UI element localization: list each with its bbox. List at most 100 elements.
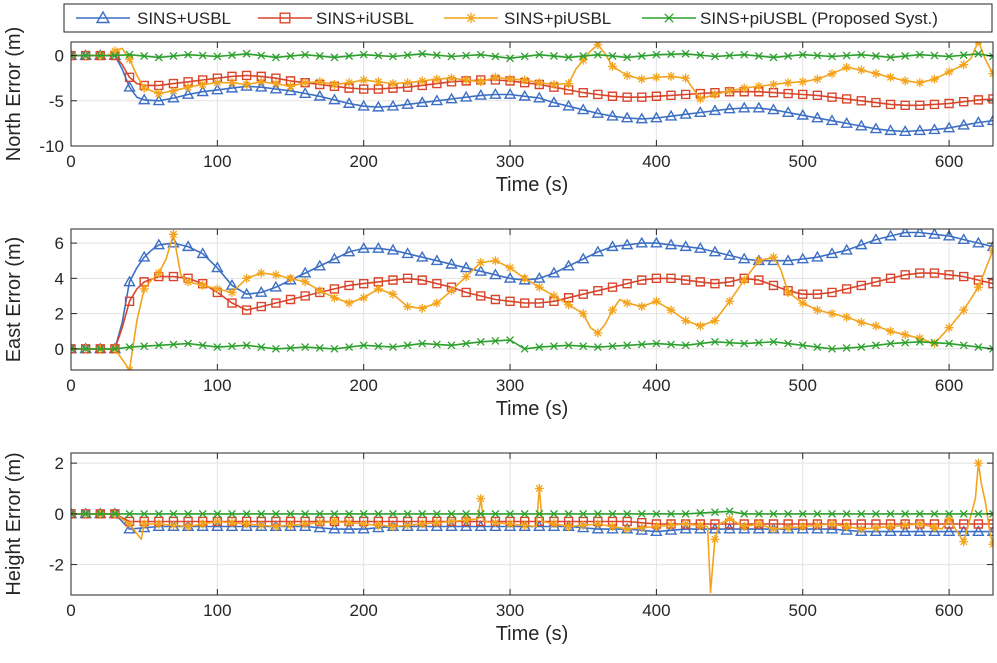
data-point <box>871 321 880 330</box>
x-tick-label: 200 <box>350 601 378 620</box>
data-point <box>257 269 266 278</box>
data-point <box>286 274 295 283</box>
data-point <box>769 525 778 534</box>
data-point <box>110 47 119 56</box>
axes-frame <box>71 42 993 146</box>
data-point <box>828 69 837 78</box>
data-point <box>959 537 968 546</box>
data-point <box>301 520 310 529</box>
data-point <box>388 522 397 531</box>
data-point <box>549 291 558 300</box>
data-point <box>388 290 397 299</box>
data-point <box>901 330 910 339</box>
data-point <box>169 230 178 239</box>
data-point <box>857 66 866 75</box>
asterisk-icon <box>466 13 477 24</box>
y-tick-label: -10 <box>39 137 64 156</box>
series-markers-4 <box>68 337 997 353</box>
data-point <box>915 520 924 529</box>
plot-area <box>66 228 997 375</box>
data-point <box>681 520 690 529</box>
data-point <box>974 459 983 468</box>
data-point <box>345 518 354 527</box>
data-point <box>154 89 163 98</box>
data-point <box>359 293 368 302</box>
data-point <box>930 75 939 84</box>
x-tick-label: 0 <box>66 152 75 171</box>
x-tick-label: 200 <box>350 152 378 171</box>
data-point <box>535 484 544 493</box>
data-point <box>315 518 324 527</box>
data-point <box>345 78 354 87</box>
plot-area <box>66 459 997 593</box>
y-tick-label: -5 <box>49 92 64 111</box>
data-point <box>227 518 236 527</box>
data-point <box>359 520 368 529</box>
series-markers-2 <box>67 510 997 528</box>
y-tick-label: -2 <box>49 556 64 575</box>
y-tick-label: 0 <box>55 505 64 524</box>
data-point <box>623 299 632 308</box>
data-point <box>403 78 412 87</box>
data-point <box>286 82 295 91</box>
data-point <box>242 520 251 529</box>
series-line-1 <box>71 56 993 132</box>
x-tick-label: 300 <box>496 376 524 395</box>
data-point <box>886 327 895 336</box>
data-point <box>652 297 661 306</box>
data-point <box>403 302 412 311</box>
y-tick-label: 2 <box>55 305 64 324</box>
data-point <box>476 77 485 86</box>
data-point <box>506 75 515 84</box>
x-axis-label: Time (s) <box>496 398 569 420</box>
data-point <box>359 75 368 84</box>
x-tick-label: 100 <box>203 601 231 620</box>
data-point <box>257 77 266 86</box>
legend-label: SINS+piUSBL (Proposed Syst.) <box>700 9 938 28</box>
data-point <box>710 535 719 544</box>
data-point <box>184 522 193 531</box>
data-point <box>476 494 485 503</box>
x-tick-label: 100 <box>203 376 231 395</box>
data-point <box>462 272 471 281</box>
data-point <box>242 274 251 283</box>
data-point <box>901 76 910 85</box>
y-tick-label: 0 <box>55 47 64 66</box>
data-point <box>579 309 588 318</box>
data-point <box>491 73 500 82</box>
data-point <box>388 79 397 88</box>
data-point <box>432 75 441 84</box>
data-point <box>608 62 617 71</box>
y-axis-label: East Error (m) <box>3 237 25 363</box>
data-point <box>154 269 163 278</box>
data-point <box>140 284 149 293</box>
data-point <box>945 67 954 76</box>
data-point <box>154 520 163 529</box>
data-point <box>184 83 193 92</box>
x-tick-label: 600 <box>935 601 963 620</box>
x-tick-label: 300 <box>496 152 524 171</box>
data-point <box>564 79 573 88</box>
data-point <box>784 78 793 87</box>
plot-area <box>66 37 997 136</box>
legend-label: SINS+piUSBL <box>504 9 611 28</box>
data-point <box>184 277 193 286</box>
data-point <box>798 77 807 86</box>
data-point <box>213 284 222 293</box>
data-point <box>125 55 134 64</box>
data-point <box>271 522 280 531</box>
data-point <box>959 306 968 315</box>
data-point <box>271 79 280 88</box>
data-point <box>213 517 222 526</box>
series-line-3 <box>71 234 993 370</box>
data-point <box>652 73 661 82</box>
data-point <box>374 284 383 293</box>
data-point <box>330 80 339 89</box>
data-point <box>198 80 207 89</box>
data-point <box>491 256 500 265</box>
series-markers-2 <box>67 269 997 353</box>
x-tick-label: 500 <box>789 152 817 171</box>
data-point <box>710 90 719 99</box>
